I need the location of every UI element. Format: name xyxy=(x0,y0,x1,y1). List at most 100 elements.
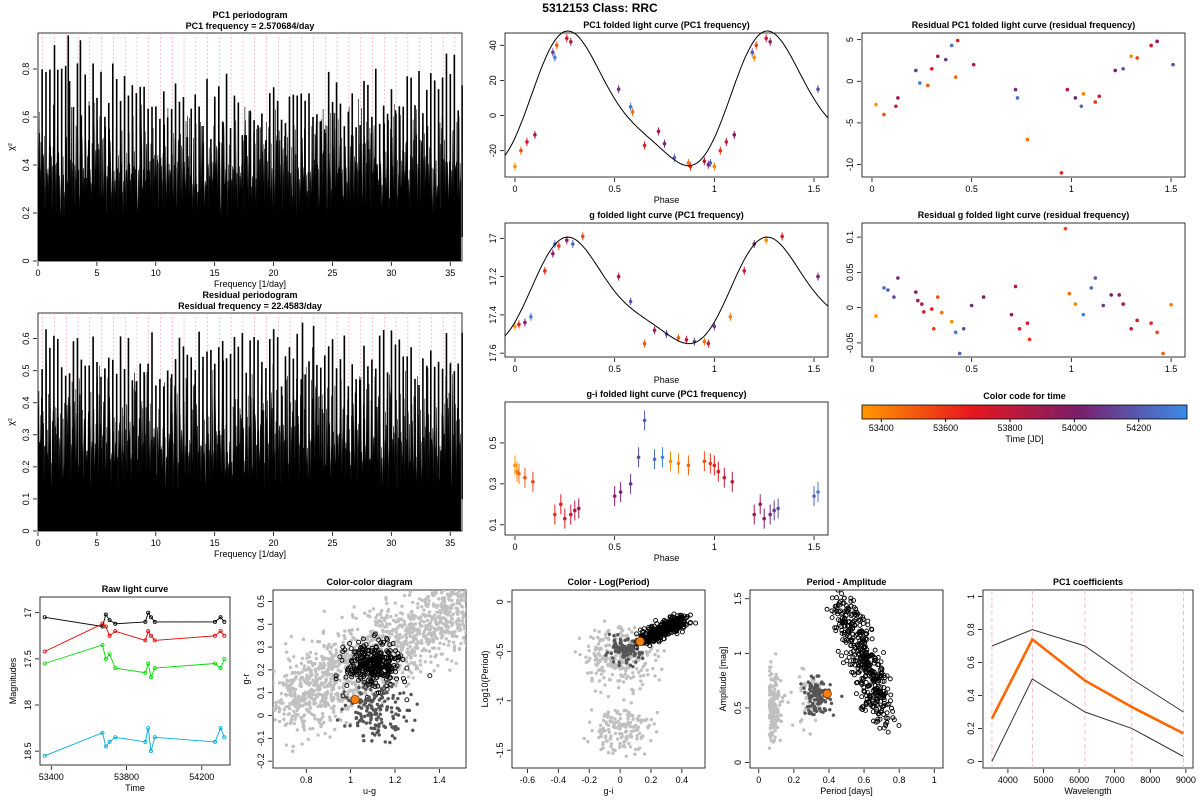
color_color-point xyxy=(314,674,318,679)
raw_light_curve-point xyxy=(152,619,157,624)
color_logperiod-point xyxy=(627,627,631,631)
color_color-point xyxy=(430,646,435,650)
period_amplitude-point xyxy=(799,689,803,693)
color_logperiod-point xyxy=(669,614,675,620)
period_amplitude-point xyxy=(857,655,863,661)
color_color-point xyxy=(442,608,446,612)
colorbar-tick-label: 54000 xyxy=(1062,423,1087,433)
color_color-point xyxy=(383,740,387,744)
color_logperiod-point xyxy=(679,629,685,635)
pc1_folded-xtick-label: 1.5 xyxy=(808,184,821,194)
pc1_folded-model-curve xyxy=(504,30,829,167)
period_amplitude-point xyxy=(881,700,887,706)
color_color-point xyxy=(362,656,368,662)
color_color-point xyxy=(333,653,338,657)
color_color-point xyxy=(378,640,384,646)
color_logperiod-point xyxy=(614,653,618,658)
period_amplitude-point xyxy=(871,679,877,685)
color_color-point xyxy=(367,666,373,672)
raw_light_curve-point xyxy=(100,730,105,735)
period_amplitude-point xyxy=(829,615,835,621)
color_color-point xyxy=(337,654,343,660)
color_color-point xyxy=(345,678,350,683)
color_logperiod-point xyxy=(632,728,636,733)
gi_folded-point xyxy=(642,418,647,423)
color_color-point xyxy=(415,646,420,650)
color_logperiod-point xyxy=(604,653,608,657)
color_color-point xyxy=(419,584,422,587)
color_logperiod-point xyxy=(631,717,635,721)
color_color-point xyxy=(478,595,481,598)
period_amplitude-point xyxy=(872,658,878,664)
color_color-point xyxy=(289,634,294,639)
color_color-point xyxy=(451,640,456,644)
period_amplitude-point xyxy=(843,612,849,618)
color_color-point xyxy=(394,630,399,635)
color_logperiod-point xyxy=(611,660,616,664)
color_color-point xyxy=(445,657,449,661)
period_amplitude-point xyxy=(769,711,773,715)
period_amplitude-point xyxy=(834,608,840,614)
period_amplitude-point xyxy=(824,606,830,612)
color_color-point xyxy=(456,559,459,562)
color_color-point xyxy=(329,706,334,710)
color_color-point xyxy=(313,661,317,666)
color_color-point xyxy=(435,605,439,610)
pc1_folded-ytick-label: 0 xyxy=(488,113,498,118)
color_logperiod-point xyxy=(586,671,590,675)
color_logperiod-point xyxy=(616,679,620,683)
color_color-point xyxy=(441,599,445,603)
period_amplitude-point xyxy=(821,682,826,686)
color_color-point xyxy=(320,654,324,659)
color_color-point xyxy=(323,680,328,684)
pc1_folded-point xyxy=(712,164,717,169)
raw_light_curve-point xyxy=(113,666,118,671)
period_amplitude-ytick-label: 1 xyxy=(733,651,743,656)
color_logperiod-point xyxy=(604,644,608,648)
color_color-point xyxy=(336,631,340,636)
color_color-point xyxy=(458,623,462,627)
color_logperiod-point xyxy=(616,719,620,723)
pc1_folded-frame xyxy=(504,32,829,178)
color_logperiod-point xyxy=(638,746,642,750)
color_color-point xyxy=(427,649,432,654)
pc1_periodogram-xtick-label: 15 xyxy=(210,268,220,278)
color_logperiod-point xyxy=(577,636,582,641)
color_color-point xyxy=(316,684,321,688)
color_color-point xyxy=(302,664,307,668)
color_logperiod-point xyxy=(624,754,628,758)
color_color-point xyxy=(470,628,473,631)
gi_folded-point xyxy=(708,461,713,466)
color_color-point xyxy=(404,665,410,671)
color_color-point xyxy=(285,693,289,697)
color_logperiod-point xyxy=(629,729,634,734)
color_color-point xyxy=(375,613,380,617)
color_color-point xyxy=(456,612,460,616)
raw_light_curve-point xyxy=(107,633,112,638)
raw_light_curve-point xyxy=(222,656,227,661)
residual_periodogram-ytick-label: 0.4 xyxy=(21,397,31,410)
residual_g-point xyxy=(916,298,920,303)
period_amplitude-point xyxy=(862,640,868,646)
color_color-point xyxy=(383,699,387,703)
period_amplitude-point xyxy=(860,616,866,622)
color_color-point xyxy=(469,564,472,567)
color_color-point xyxy=(390,684,394,689)
period_amplitude-point xyxy=(797,675,802,679)
color_logperiod-point xyxy=(640,656,645,661)
pc1_periodogram-xtick-label: 30 xyxy=(386,268,396,278)
color_color-point xyxy=(465,607,466,611)
color_logperiod-point xyxy=(624,676,629,680)
color_color-point xyxy=(438,583,441,586)
color_color-point xyxy=(398,691,402,696)
color_logperiod-point xyxy=(602,676,606,680)
color_logperiod-point xyxy=(652,722,656,726)
residual_pc1-xtick-label: 1.5 xyxy=(1165,184,1178,194)
color_color-point xyxy=(361,719,366,724)
residual_periodogram-xtick-label: 35 xyxy=(445,538,455,548)
color_color-point xyxy=(327,715,332,719)
color_color-point xyxy=(421,632,426,636)
period_amplitude-point xyxy=(773,652,778,656)
color_color-point xyxy=(474,592,477,595)
